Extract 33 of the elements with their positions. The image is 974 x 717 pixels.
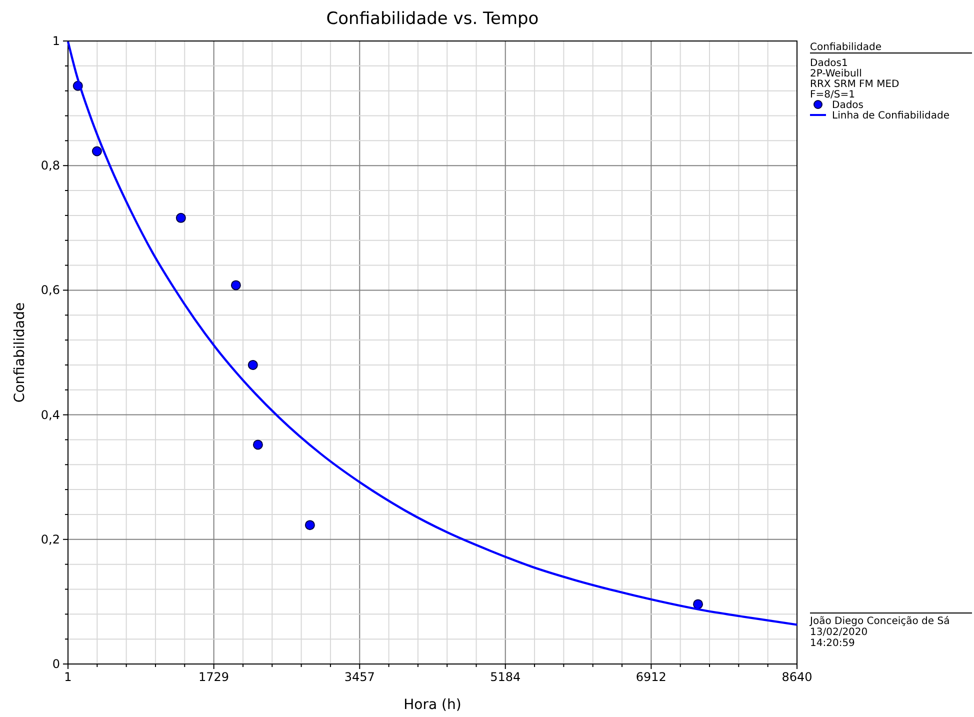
chart-title: Confiabilidade vs. Tempo — [326, 9, 539, 29]
text: F=8/S=1 — [810, 90, 855, 100]
y-tick-label: 0 — [52, 657, 60, 671]
x-tick-label: 8640 — [782, 670, 812, 684]
text: Dados1 — [810, 58, 848, 69]
point — [176, 212, 186, 223]
line-series — [66, 40, 798, 626]
point — [693, 599, 704, 610]
point — [248, 360, 258, 370]
x-axis-title: Hora (h) — [404, 697, 462, 713]
x-tick-label: 1 — [64, 670, 72, 684]
text: RRX SRM FM MED — [810, 79, 900, 90]
x-tick-label: 5184 — [490, 670, 521, 684]
text: João Diego Conceição de Sá — [809, 616, 950, 627]
y-tick-label: 1 — [52, 34, 60, 48]
legend-label: Dados — [832, 100, 864, 111]
y-axis-title: Confiabilidade — [12, 302, 28, 403]
text: 14:20:59 — [810, 638, 855, 649]
text: 2P-Weibull — [810, 68, 862, 80]
y-tick-label: 0,8 — [40, 158, 60, 173]
x-tick-label: 6912 — [636, 670, 666, 684]
point — [304, 520, 315, 530]
point — [92, 146, 102, 156]
point — [230, 280, 241, 290]
y-tick-label: 0,4 — [40, 408, 60, 422]
x-tick-label: 1729 — [198, 670, 230, 684]
y-tick-label: 0,6 — [40, 283, 60, 298]
x-tick-label: 3457 — [344, 670, 375, 684]
text: 13/02/2020 — [810, 627, 868, 638]
y-tick-label: 0,2 — [40, 532, 60, 546]
legend-title: Confiabilidade — [810, 42, 882, 53]
point — [252, 440, 263, 450]
legend-label: Linha de Confiabilidade — [832, 110, 950, 122]
